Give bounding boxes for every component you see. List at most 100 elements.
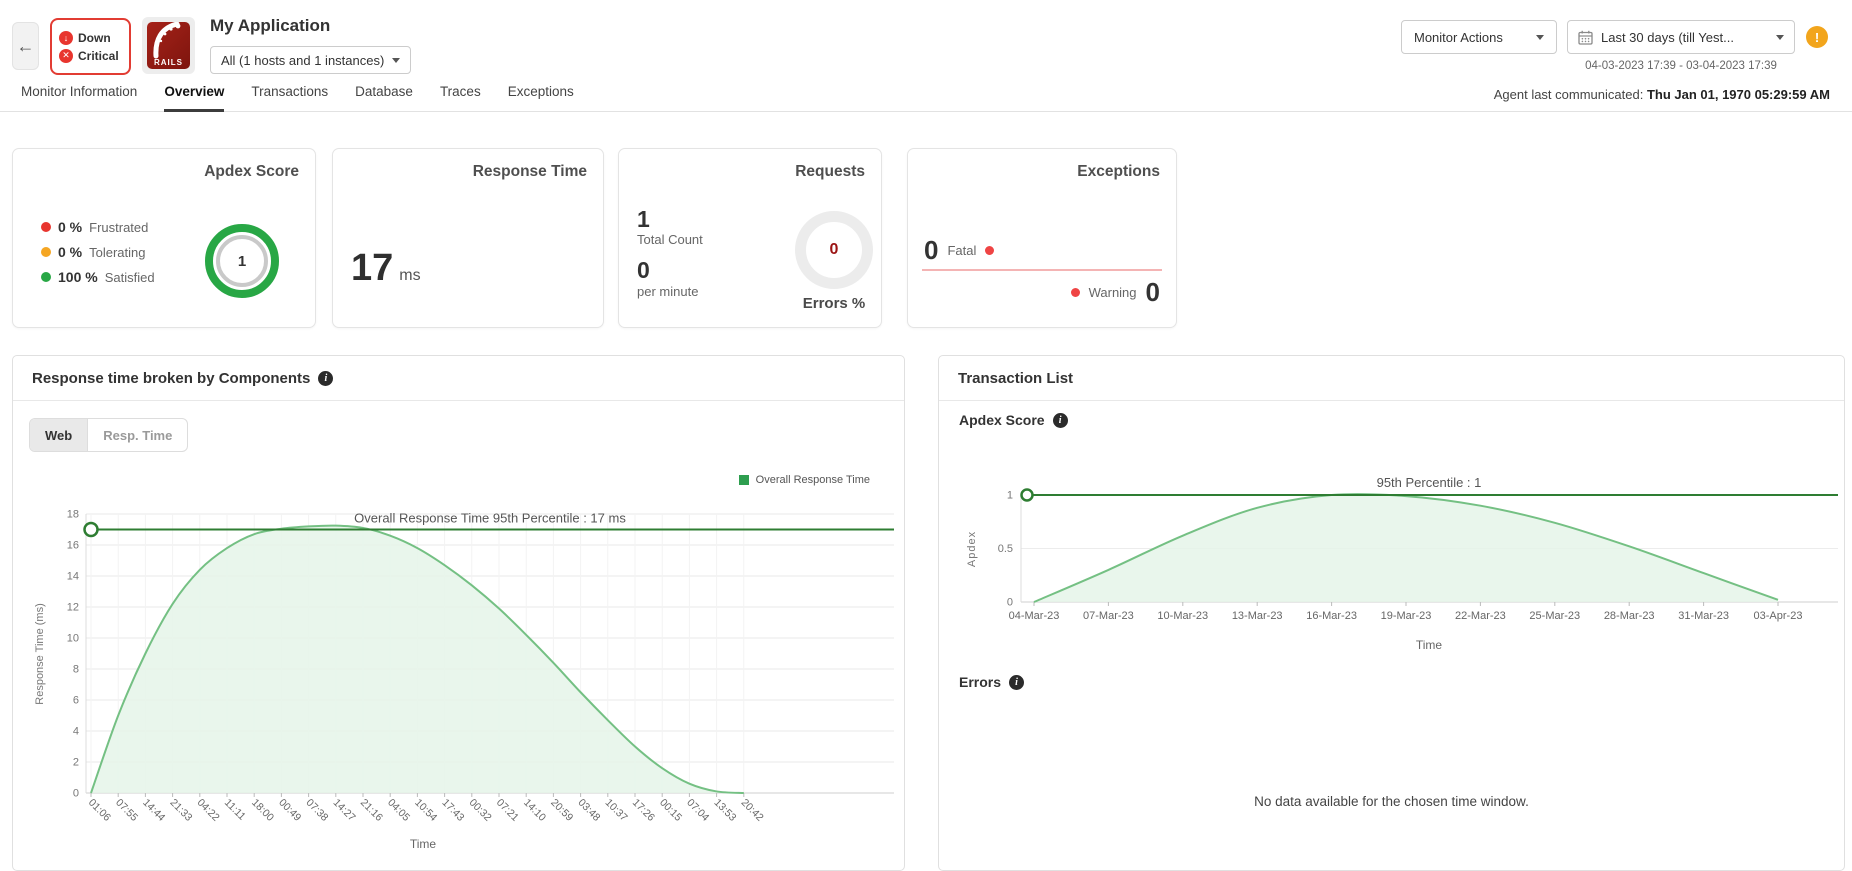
legend-swatch-icon — [738, 475, 749, 485]
apdex-item-value: 0 % — [58, 244, 83, 260]
chevron-down-icon — [1776, 34, 1784, 40]
requests-rate-value: 0 — [637, 257, 650, 284]
tab-traces[interactable]: Traces — [439, 84, 481, 99]
exceptions-card-title: Exceptions — [1077, 163, 1160, 180]
time-period-dropdown[interactable]: Last 30 days (till Yest... — [1567, 20, 1795, 54]
y-tick-label: 14 — [67, 571, 79, 583]
apdex-score-chart: 0 0.5 1 04-Mar-23 07-Mar-23 10-Mar-23 13-Mar-2… — [966, 475, 1838, 652]
x-tick-label: 07:38 — [303, 797, 330, 824]
x-tick-label: 04:05 — [385, 797, 412, 824]
requests-card-title: Requests — [795, 163, 865, 180]
response-time-line — [90, 524, 744, 794]
requests-counts: 1 Total Count 0 per minute — [637, 206, 703, 310]
agent-label: Agent last communicated: — [1493, 87, 1644, 102]
info-icon[interactable]: i — [1052, 412, 1068, 428]
info-icon[interactable]: i — [318, 370, 334, 386]
x-tick-label: 10-Mar-23 — [1157, 610, 1208, 622]
status-critical: ✕ Critical — [59, 48, 122, 63]
y-tick-label: 16 — [67, 540, 79, 552]
chevron-down-icon — [1536, 34, 1544, 40]
x-tick-label: 03:48 — [575, 797, 602, 824]
x-axis-title: Time — [410, 837, 437, 851]
toggle-web[interactable]: Web — [30, 419, 89, 451]
requests-rate-label: per minute — [637, 283, 699, 299]
errors-percent-ring: 0 — [795, 211, 873, 289]
apdex-item-value: 0 % — [58, 219, 83, 235]
response-time-value: 17 — [351, 247, 394, 289]
hosts-instances-dropdown[interactable]: All (1 hosts and 1 instances) — [210, 46, 412, 74]
rails-logo: RAILS — [142, 17, 195, 74]
x-tick-label: 25-Mar-23 — [1529, 610, 1580, 622]
apdex-section-header: Apdex Score i — [959, 412, 1068, 428]
info-icon[interactable]: i — [1009, 674, 1025, 690]
rails-logo-badge: RAILS — [147, 22, 190, 69]
chart-legend[interactable]: Overall Response Time — [738, 474, 870, 486]
tab-transactions[interactable]: Transactions — [251, 84, 329, 99]
x-tick-label: 03-Apr-23 — [1754, 610, 1803, 622]
apdex-section-title: Apdex Score — [959, 412, 1045, 428]
toggle-resp-time[interactable]: Resp. Time — [103, 427, 173, 443]
x-tick-label: 13:53 — [711, 797, 738, 824]
x-tick-label: 07:21 — [494, 797, 521, 824]
x-tick-label: 28-Mar-23 — [1604, 610, 1655, 622]
response-time-card-title: Response Time — [472, 163, 587, 180]
apdex-score-card: Apdex Score 0 % Frustrated 0 % Tolerating 10… — [12, 148, 316, 328]
x-tick-label: 04-Mar-23 — [1009, 610, 1060, 622]
percentile-annotation: Overall Response Time 95th Percentile : … — [354, 511, 626, 526]
status-critical-label: Critical — [78, 48, 119, 63]
errors-section-title: Errors — [959, 674, 1002, 690]
fatal-label: Fatal — [947, 243, 977, 258]
warning-dot-icon — [1070, 288, 1080, 297]
left-panel-title: Response time broken by Components — [32, 369, 311, 387]
agent-last-communicated: Agent last communicated: Thu Jan 01, 197… — [1494, 87, 1830, 102]
percentile-marker — [83, 521, 99, 538]
warning-label: Warning — [1088, 285, 1137, 300]
x-tick-label: 14:44 — [140, 797, 167, 824]
y-tick-label: 1 — [1007, 490, 1013, 502]
monitor-actions-label: Monitor Actions — [1414, 29, 1503, 45]
tab-monitor-information[interactable]: Monitor Information — [21, 84, 138, 99]
monitor-actions-dropdown[interactable]: Monitor Actions — [1401, 20, 1557, 54]
tab-database[interactable]: Database — [355, 84, 413, 99]
apdex-score-donut: 1 — [205, 224, 279, 298]
tolerating-dot-icon — [41, 247, 51, 257]
right-panel-header: Transaction List — [939, 356, 1844, 401]
status-down: ↓ Down — [59, 30, 122, 45]
apdex-line — [1033, 493, 1779, 603]
response-time-card: Response Time 17 ms — [332, 148, 604, 328]
x-tick-label: 07-Mar-23 — [1083, 610, 1134, 622]
x-tick-label: 31-Mar-23 — [1678, 610, 1729, 622]
chevron-down-icon — [392, 57, 401, 63]
response-time-components-panel: 0 2 4 6 8 10 12 14 16 18 01:06 07:55 14:44 21:33 04:22… — [12, 355, 905, 871]
critical-x-icon: ✕ — [59, 48, 73, 63]
x-tick-label: 20:42 — [739, 797, 766, 824]
x-axis-title: Time — [1416, 638, 1443, 652]
y-axis-title: Response Time (ms) — [34, 603, 46, 704]
x-tick-label: 04:22 — [195, 797, 222, 824]
tab-overview[interactable]: Overview — [164, 84, 225, 112]
percentile-marker — [1020, 488, 1034, 502]
x-tick-label: 16-Mar-23 — [1306, 610, 1357, 622]
monitor-status-badge[interactable]: ↓ Down ✕ Critical — [50, 18, 131, 75]
requests-total-value: 1 — [637, 206, 650, 232]
exceptions-fatal-row: 0 Fatal — [924, 235, 995, 266]
x-tick-label: 10:37 — [603, 797, 630, 824]
errors-section-header: Errors i — [959, 674, 1025, 690]
exceptions-divider — [922, 269, 1162, 271]
transaction-list-panel: Transaction List Apdex Score i 0 0.5 1 04-M… — [938, 355, 1845, 871]
x-tick-label: 14:10 — [521, 797, 548, 824]
x-tick-label: 17:43 — [439, 797, 466, 824]
no-data-message: No data available for the chosen time wi… — [1254, 794, 1529, 809]
requests-card: Requests 1 Total Count 0 per minute 0 Er… — [618, 148, 882, 328]
page-title: My Application — [210, 16, 331, 35]
x-tick-label: 00:15 — [657, 797, 684, 824]
agent-value: Thu Jan 01, 1970 05:29:59 AM — [1646, 87, 1830, 102]
warning-alert-icon[interactable]: ! — [1806, 26, 1828, 48]
apdex-score-value: 1 — [216, 235, 268, 287]
right-panel-title: Transaction List — [958, 369, 1074, 387]
back-button[interactable]: ← — [12, 22, 39, 70]
fatal-value: 0 — [924, 235, 939, 265]
errors-percent-value: 0 — [829, 241, 839, 258]
x-tick-label: 01:06 — [86, 797, 113, 824]
tab-exceptions[interactable]: Exceptions — [507, 84, 574, 99]
